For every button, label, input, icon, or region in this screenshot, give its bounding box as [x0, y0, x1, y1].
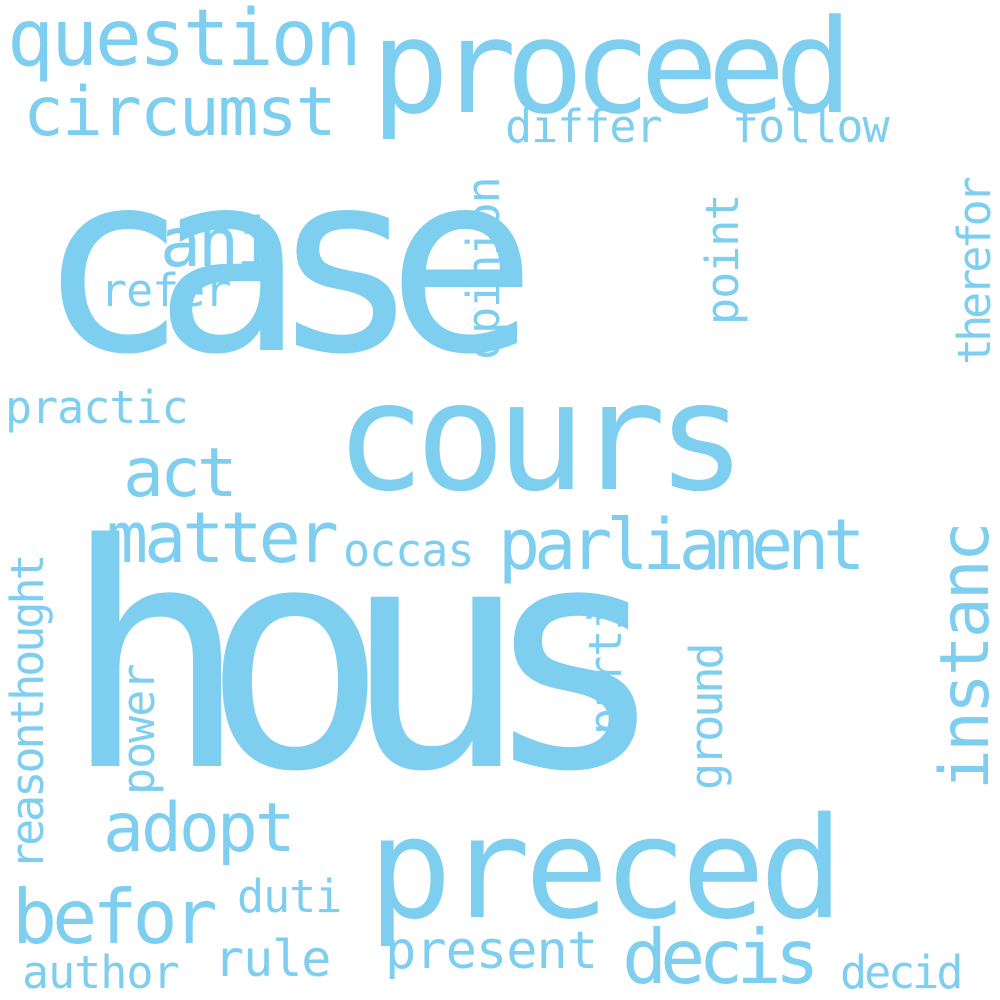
- word-refer: refer: [100, 264, 231, 317]
- word-ground: ground: [680, 645, 733, 790]
- word-point: point: [696, 194, 749, 325]
- word-occas: occas: [343, 524, 474, 577]
- word-parti: parti: [579, 604, 632, 735]
- word-preced: preced: [368, 788, 844, 951]
- word-rule: rule: [214, 930, 331, 988]
- word-hous: hous: [62, 479, 668, 840]
- word-case: case: [37, 118, 537, 409]
- word-decis: decis: [622, 913, 820, 1000]
- word-parliament: parliament: [498, 504, 865, 586]
- word-reason: reason: [1, 725, 54, 870]
- word-question: question: [7, 0, 362, 84]
- word-opinion: opinion: [457, 177, 510, 360]
- word-practic: practic: [5, 381, 189, 434]
- word-proceed: proceed: [371, 0, 853, 143]
- word-follow: follow: [732, 100, 890, 153]
- word-differ: differ: [505, 100, 663, 153]
- word-present: present: [385, 921, 598, 981]
- word-thought: thought: [1, 556, 54, 725]
- word-decid: decid: [840, 946, 963, 999]
- word-circumst: circumst: [23, 73, 337, 152]
- word-author: author: [22, 946, 180, 999]
- word-therefor: therefor: [948, 180, 1000, 365]
- word-cours: cours: [335, 351, 747, 525]
- word-adopt: adopt: [103, 789, 296, 868]
- word-act: act: [123, 434, 238, 513]
- word-power: power: [112, 664, 165, 795]
- word-befor: befor: [12, 873, 218, 961]
- word-instanc: instanc: [926, 524, 1000, 790]
- word-ani: ani: [160, 204, 277, 283]
- word-matter: matter: [106, 497, 339, 579]
- word-duti: duti: [237, 870, 342, 923]
